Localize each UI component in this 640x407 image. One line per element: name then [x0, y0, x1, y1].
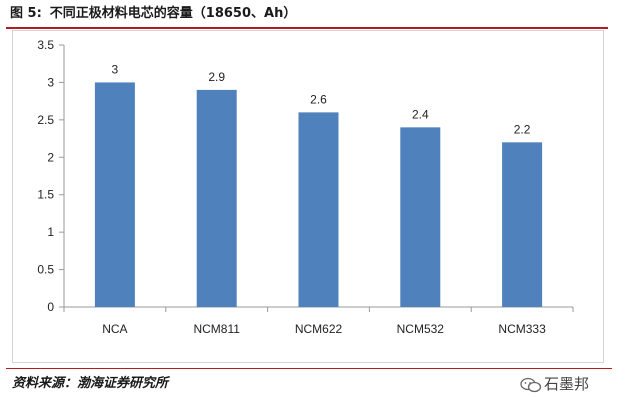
bar [298, 112, 339, 307]
x-tick-label: NCM333 [498, 322, 546, 336]
data-label: 2.2 [514, 122, 531, 136]
y-tick-label: 0 [47, 300, 54, 314]
source-note: 资料来源：渤海证券研究所 [12, 376, 169, 391]
data-label: 2.6 [310, 92, 327, 106]
x-tick-label: NCM532 [397, 322, 445, 336]
y-tick-label: 1 [47, 225, 54, 239]
title-rule [6, 27, 608, 29]
figure-label: 图 5: [10, 6, 42, 21]
data-label: 2.9 [208, 70, 225, 84]
x-tick-label: NCM811 [193, 322, 240, 336]
y-tick-label: 3 [47, 75, 54, 89]
x-tick-label: NCM622 [295, 322, 343, 336]
figure-title: 图 5: 不同正极材料电芯的容量（18650、Ah） [10, 2, 296, 26]
data-label: 2.4 [412, 107, 429, 121]
y-tick-label: 1.5 [37, 188, 54, 202]
data-label: 3 [112, 62, 119, 76]
chart-frame [12, 30, 604, 363]
y-tick-label: 2.5 [37, 113, 54, 127]
wechat-icon [520, 377, 542, 392]
watermark: 石墨邦 [520, 373, 589, 395]
x-tick-label: NCA [102, 322, 127, 336]
bar [400, 127, 441, 307]
source-rule [6, 368, 612, 369]
bar [94, 82, 135, 307]
y-tick-label: 0.5 [37, 263, 54, 277]
watermark-text: 石墨邦 [544, 375, 590, 393]
y-tick-label: 2 [47, 150, 54, 164]
bar [196, 89, 237, 308]
figure-title-text: 不同正极材料电芯的容量（18650、Ah） [49, 6, 297, 21]
bar [502, 142, 543, 307]
y-tick-label: 3.5 [37, 38, 54, 52]
